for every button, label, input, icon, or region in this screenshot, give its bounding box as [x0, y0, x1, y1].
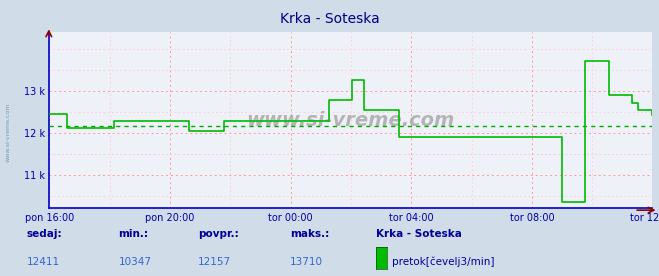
Text: sedaj:: sedaj:: [26, 229, 62, 239]
Text: www.si-vreme.com: www.si-vreme.com: [246, 111, 455, 129]
Text: povpr.:: povpr.:: [198, 229, 239, 239]
Text: Krka - Soteska: Krka - Soteska: [279, 12, 380, 26]
Text: maks.:: maks.:: [290, 229, 330, 239]
Text: pretok[čevelj3/min]: pretok[čevelj3/min]: [392, 256, 495, 267]
Text: Krka - Soteska: Krka - Soteska: [376, 229, 461, 239]
Text: min.:: min.:: [119, 229, 149, 239]
Text: 13710: 13710: [290, 257, 323, 267]
Text: 12411: 12411: [26, 257, 59, 267]
Text: 10347: 10347: [119, 257, 152, 267]
Text: 12157: 12157: [198, 257, 231, 267]
Text: www.si-vreme.com: www.si-vreme.com: [5, 103, 11, 162]
